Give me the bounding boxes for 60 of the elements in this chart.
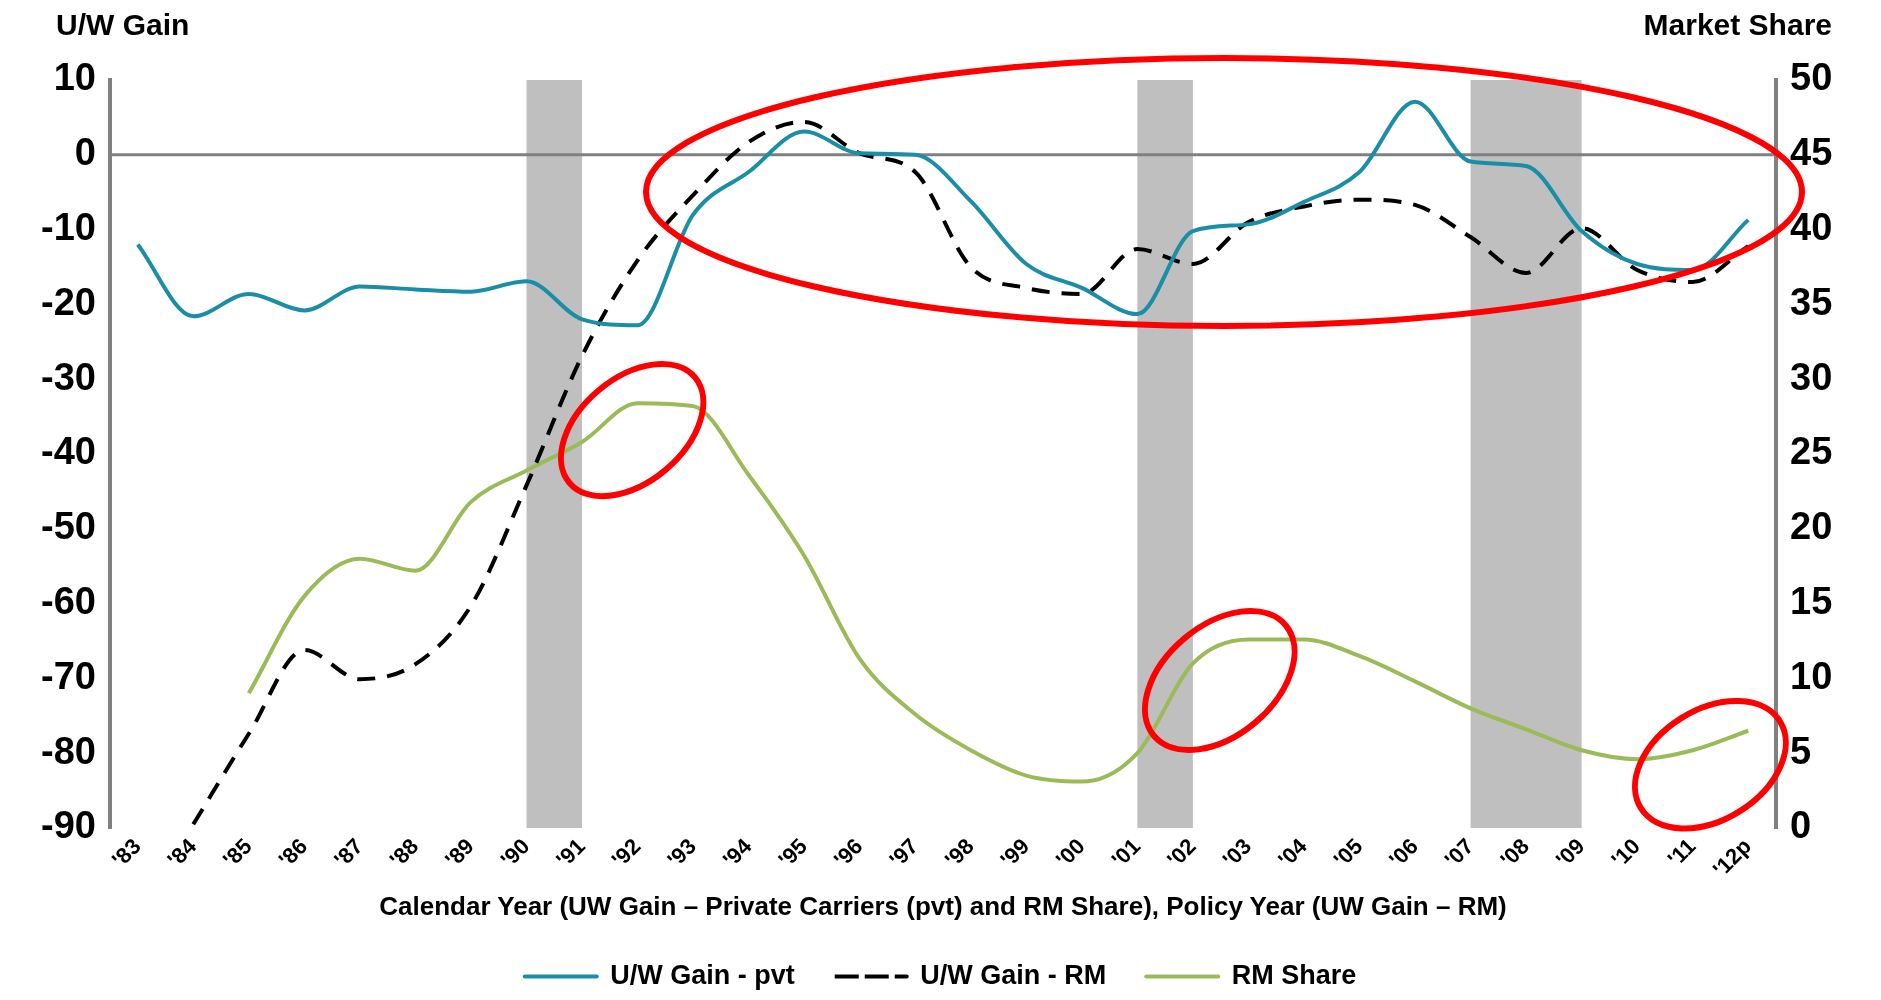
x-tick-label: '94 (717, 832, 757, 873)
x-tick-label: '86 (273, 833, 313, 873)
y-tick-label: -10 (41, 206, 96, 249)
y-tick-label: -70 (41, 654, 96, 697)
y2-tick-label: 10 (1790, 654, 1833, 697)
x-tick-label: '93 (662, 833, 701, 873)
y2-tick-label: 0 (1790, 804, 1812, 847)
x-tick-label: '97 (884, 833, 924, 873)
x-tick-label: '98 (939, 833, 979, 873)
y2-tick-label: 20 (1790, 505, 1833, 548)
x-tick-label: '05 (1328, 833, 1368, 873)
y2-tick-label: 5 (1790, 729, 1812, 772)
x-tick-label: '92 (606, 833, 646, 873)
x-tick-label: '12p (1707, 833, 1757, 882)
x-tick-label: '87 (329, 833, 368, 873)
x-tick-label: '89 (440, 833, 479, 873)
x-tick-label: '02 (1162, 833, 1201, 873)
line-series (135, 99, 1751, 328)
y2-tick-label: 25 (1790, 430, 1833, 473)
x-tick-label: '84 (162, 832, 202, 873)
x-tick-label: '88 (384, 833, 424, 873)
legend-label: RM Share (1231, 959, 1357, 990)
x-tick-label: '09 (1550, 833, 1590, 873)
y2-tick-label: 50 (1790, 56, 1833, 99)
y-tick-label: -40 (41, 430, 96, 473)
y-tick-label: -60 (41, 580, 96, 623)
x-tick-label: '90 (495, 833, 535, 873)
x-tick-label: '11 (1662, 833, 1701, 872)
x-tick-label: '07 (1439, 833, 1479, 873)
y2-tick-label: 45 (1790, 131, 1833, 174)
x-tick-label: '06 (1384, 833, 1423, 873)
x-tick-label: '91 (551, 833, 590, 873)
x-tick-label: '10 (1606, 833, 1645, 873)
x-tick-label: '85 (217, 833, 257, 873)
x-tick-label: '04 (1273, 832, 1313, 873)
y-tick-label: -90 (41, 804, 96, 847)
y-tick-label: 10 (53, 56, 96, 99)
y2-tick-label: 30 (1790, 355, 1833, 398)
y2-tick-label: 15 (1790, 580, 1833, 623)
y2-tick-label: 35 (1790, 280, 1833, 323)
y-tick-label: 0 (74, 131, 96, 174)
legend-label: U/W Gain - RM (920, 959, 1107, 990)
y2-tick-label: 40 (1790, 206, 1833, 249)
y-tick-label: -50 (41, 505, 96, 548)
y-axis-title: U/W Gain (56, 8, 190, 42)
x-tick-label: '00 (1050, 833, 1090, 873)
y-tick-label: -30 (41, 355, 96, 398)
x-tick-label: '83 (106, 833, 146, 873)
x-tick-label: '01 (1106, 833, 1146, 873)
x-tick-label: '99 (995, 833, 1035, 873)
x-tick-label: '03 (1217, 833, 1257, 873)
x-tick-label: '08 (1495, 833, 1534, 873)
x-tick-label: '95 (773, 833, 812, 873)
x-tick-label: '96 (828, 833, 868, 873)
y-tick-label: -20 (41, 280, 96, 323)
legend-label: U/W Gain - pvt (610, 959, 795, 990)
line-series (246, 401, 1751, 784)
y-tick-label: -80 (41, 729, 96, 772)
x-axis-title: Calendar Year (UW Gain – Private Carriers (pvt) and RM Share), Policy Year (UW Gain – RM) (379, 890, 1507, 921)
y2-axis-title: Market Share (1643, 8, 1832, 42)
